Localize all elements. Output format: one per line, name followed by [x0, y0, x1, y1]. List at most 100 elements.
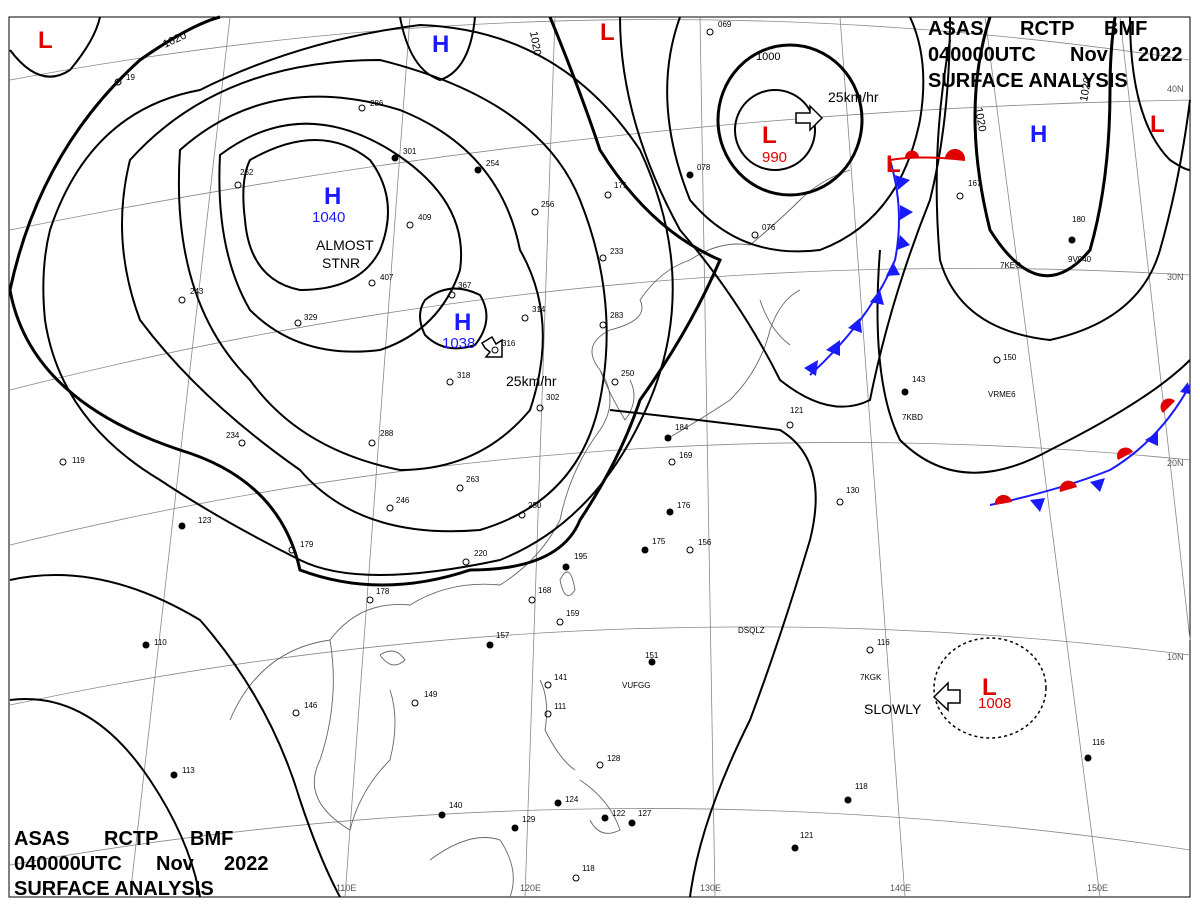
station-plot[interactable]: 171 — [604, 181, 628, 199]
station-plot[interactable]: 122 — [601, 809, 626, 822]
front-bump — [1117, 447, 1133, 460]
station-plot[interactable]: 078 — [686, 163, 711, 179]
station-plot[interactable]: 156 — [686, 538, 712, 554]
station-plot[interactable]: 110 — [142, 638, 167, 649]
front-barb — [886, 262, 900, 276]
station-plot[interactable]: 127 — [628, 809, 652, 827]
station-plot[interactable]: 243 — [178, 287, 204, 304]
station-plot[interactable]: 118 — [572, 864, 595, 882]
station-plot[interactable]: 246 — [386, 496, 410, 512]
isobar-1020-main[interactable] — [8, 15, 722, 587]
stationary-front-south[interactable] — [989, 382, 1191, 512]
low-center-north[interactable]: L — [600, 19, 615, 46]
station-plot[interactable]: 143 — [901, 375, 926, 396]
station-plot[interactable]: 157 — [486, 631, 510, 649]
station-plot[interactable]: 118 — [844, 782, 868, 804]
station-plot[interactable]: 175 — [641, 537, 666, 554]
station-plot[interactable]: 407 — [368, 273, 394, 287]
station-plot[interactable]: 149 — [411, 690, 438, 707]
station-plot[interactable]: 116 — [1084, 738, 1105, 762]
high-center-north-china[interactable]: H 1038 25km/hr — [442, 309, 557, 389]
high-center-mongolia[interactable]: H 1040 ALMOST STNR — [312, 183, 374, 271]
station-plot[interactable]: 316 — [491, 339, 516, 354]
low-center-tropical[interactable]: L 1008 SLOWLY — [864, 674, 1011, 717]
station-plot[interactable]: 069 — [706, 20, 732, 36]
warm-front-north[interactable] — [889, 148, 966, 161]
station-plot[interactable]: 195 — [562, 552, 588, 571]
low-center-kamchatka[interactable]: L 990 25km/hr — [762, 89, 879, 166]
station-plot[interactable]: 128 — [596, 754, 621, 769]
station-plot[interactable]: 178 — [366, 587, 390, 604]
station-plot[interactable]: 141 — [544, 673, 568, 689]
station-plot[interactable]: 409 — [406, 213, 432, 229]
cold-front-north[interactable] — [804, 159, 913, 376]
station-plot[interactable]: 146 — [292, 701, 318, 717]
station-plot[interactable]: 314 — [521, 305, 546, 322]
station-plot[interactable]: 302 — [536, 393, 560, 412]
station-plot[interactable]: 119 — [59, 456, 85, 466]
front-barb — [848, 318, 862, 333]
station-plot[interactable]: 076 — [751, 223, 776, 239]
station-plot[interactable]: 329 — [294, 313, 318, 327]
station-plot[interactable]: 123 — [178, 516, 212, 530]
station-plot[interactable]: 121 — [791, 831, 814, 852]
station-plot[interactable]: 159 — [556, 609, 580, 626]
station-plot[interactable]: 250 — [611, 369, 635, 386]
station-plot[interactable]: 318 — [446, 371, 471, 386]
svg-text:256: 256 — [541, 200, 555, 209]
svg-text:179: 179 — [300, 540, 314, 549]
isobar-high-2 — [218, 122, 463, 353]
station-plot[interactable]: 179 — [288, 540, 314, 554]
station-plot[interactable]: 283 — [599, 311, 624, 329]
station-plot[interactable]: 233 — [599, 247, 624, 262]
station-plot[interactable]: 263 — [456, 475, 480, 492]
station-plot[interactable]: 288 — [368, 429, 394, 447]
station-plot[interactable]: 301 — [391, 147, 417, 162]
lat-line-30n — [9, 268, 1191, 391]
station-plot[interactable]: 367 — [448, 281, 472, 299]
station-plot[interactable]: 113 — [170, 766, 195, 779]
svg-text:123: 123 — [198, 516, 212, 525]
isobar-low-1000[interactable] — [716, 43, 864, 197]
station-plot[interactable]: 220 — [462, 549, 488, 566]
station-plot[interactable]: 151 — [645, 651, 659, 666]
svg-text:130: 130 — [846, 486, 860, 495]
svg-text:246: 246 — [396, 496, 410, 505]
station-plot[interactable]: 130 — [836, 486, 860, 506]
station-plot[interactable]: 250 — [518, 501, 542, 519]
svg-text:069: 069 — [718, 20, 732, 29]
motion-label: SLOWLY — [864, 701, 922, 717]
station-plot[interactable]: 121 — [786, 406, 804, 429]
station-plot[interactable]: 184 — [664, 423, 689, 442]
station-plot[interactable]: 234 — [226, 431, 246, 447]
station-plot[interactable]: 129 — [511, 815, 536, 832]
station-plot[interactable]: 19 — [114, 73, 135, 86]
station-plot[interactable]: 254 — [474, 159, 500, 174]
station-plot[interactable]: 140 — [438, 801, 463, 819]
station-plot[interactable]: 262 — [234, 168, 254, 189]
high-center-east[interactable]: H — [1030, 121, 1047, 148]
station-plot[interactable]: 286 — [358, 99, 384, 112]
low-center-northeast[interactable]: L — [1150, 111, 1165, 138]
isobar-label: 1020 — [527, 30, 543, 56]
lon-line-120e — [524, 16, 556, 898]
low-center-northwest[interactable]: L — [38, 27, 53, 54]
station-plot[interactable]: 256 — [531, 200, 555, 216]
low-center-front[interactable]: L — [886, 151, 901, 178]
lon-label: 110E — [336, 883, 356, 893]
station-plot[interactable]: 167 — [956, 179, 982, 200]
station-plot[interactable]: 124 — [554, 795, 579, 807]
svg-text:124: 124 — [565, 795, 579, 804]
station-plot[interactable]: 180 — [1068, 215, 1086, 244]
station-plot[interactable]: 176 — [666, 501, 691, 516]
station-plot[interactable]: 116 — [866, 638, 890, 654]
station-plot[interactable]: 150 — [993, 353, 1017, 364]
high-center-north[interactable]: H — [432, 31, 449, 58]
svg-text:127: 127 — [638, 809, 652, 818]
station-plot[interactable]: 168 — [528, 586, 552, 604]
svg-text:314: 314 — [532, 305, 546, 314]
station-plot[interactable]: 111 — [544, 702, 567, 718]
isobar-tropical-low[interactable] — [933, 637, 1047, 739]
svg-text:250: 250 — [621, 369, 635, 378]
station-plot[interactable]: 169 — [668, 451, 693, 466]
